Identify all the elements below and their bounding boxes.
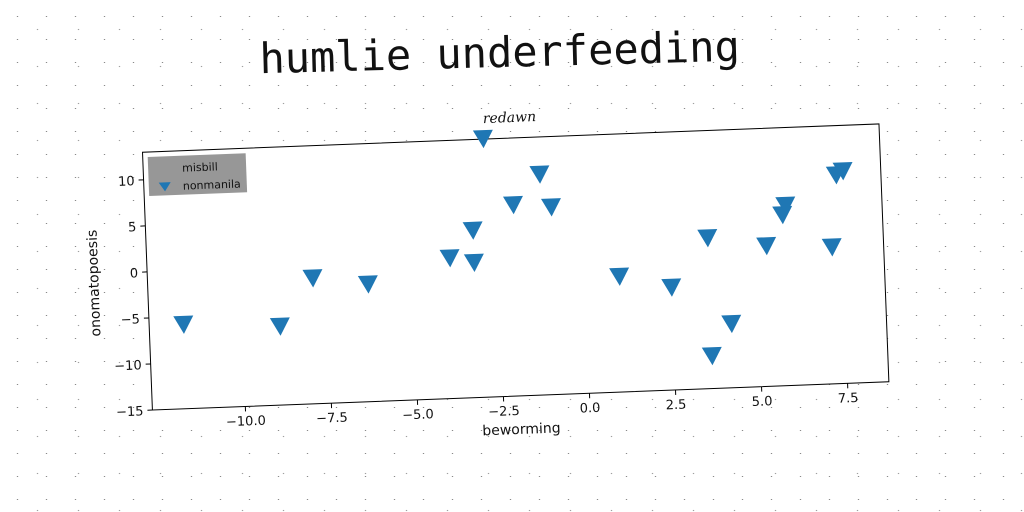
data-point [609,267,630,286]
data-point [357,275,378,294]
x-tick-label: 0.0 [579,401,600,417]
plot-frame [141,123,890,411]
data-point [302,269,323,288]
legend-label-misbill: misbill [182,160,218,174]
legend-box [147,153,248,196]
legend-label-nonmanila: nonmanila [183,177,241,192]
legend-marker-nonmanila [158,182,171,192]
data-point [701,346,722,366]
data-point [821,238,842,257]
x-tick-label: 7.5 [838,391,859,407]
x-tick-label: −7.5 [316,411,348,427]
y-tick-label: 10 [118,174,135,190]
plot-group: redawn −10.0 −7.5 −5.0 −2.5 0.0 2.5 5.0 7.5 −15… [84,109,890,439]
data-point [462,221,483,240]
data-point [721,314,742,334]
x-tick-label: −10.0 [226,414,266,431]
data-point [697,229,718,248]
data-point [775,196,796,215]
data-point [472,129,493,149]
data-point [269,317,290,336]
legend: misbill nonmanila [147,153,248,196]
data-point [502,195,523,215]
y-axis: −15 −10 −5 0 5 10 [114,174,153,420]
x-axis-label: beworming [482,420,561,439]
series-nonmanila [173,129,853,366]
data-point [661,278,682,297]
data-point [529,165,550,184]
x-axis: −10.0 −7.5 −5.0 −2.5 0.0 2.5 5.0 7.5 [226,383,859,431]
y-tick-label: 0 [130,266,139,281]
data-point [832,162,853,181]
y-tick-label: −10 [114,358,142,374]
data-point [439,249,460,268]
data-point [173,315,194,334]
x-tick-label: 5.0 [752,394,773,410]
y-tick-label: −15 [116,404,144,420]
chart-subtitle: redawn [483,109,537,127]
x-tick-label: −2.5 [488,404,520,420]
x-tick-label: 2.5 [665,398,686,414]
data-point [540,198,561,217]
data-point [756,236,777,256]
y-tick-label: −5 [120,312,140,328]
data-point [463,253,484,273]
y-tick-label: 5 [128,220,137,235]
x-tick-label: −5.0 [402,407,434,423]
y-axis-label: onomatopoesis [84,229,104,336]
